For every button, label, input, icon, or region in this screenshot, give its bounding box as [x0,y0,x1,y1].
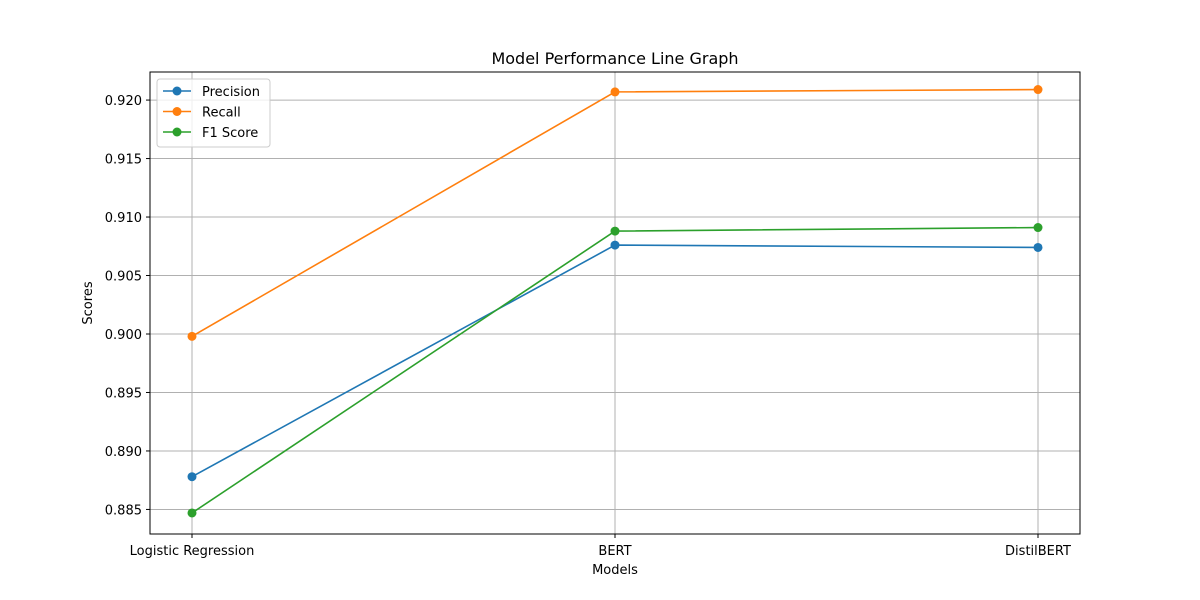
y-tick-label: 0.915 [105,153,142,168]
x-tick-label: Logistic Regression [130,544,255,559]
data-point-precision [1033,242,1043,252]
legend: Precision Recall F1 Score [156,78,271,148]
data-point-recall [1033,85,1043,95]
legend-marker-recall [172,107,182,116]
y-tick-label: 0.885 [105,503,142,518]
x-tick-label: BERT [598,544,631,559]
data-point-recall [610,87,620,97]
data-point-precision [610,240,620,250]
series-layer [187,85,1043,518]
y-tick-label: 0.905 [105,270,142,285]
grid [150,72,1080,534]
data-point-precision [187,472,197,482]
y-axis-label: Scores [81,281,96,324]
y-tick-label: 0.920 [105,94,142,109]
x-axis-label: Models [592,563,638,578]
legend-label-precision: Precision [202,85,260,100]
x-tick-label: DistilBERT [1005,544,1071,559]
y-tick-label: 0.895 [105,386,142,401]
chart-title: Model Performance Line Graph [491,49,738,68]
y-tick-label: 0.890 [105,445,142,460]
legend-label-recall: Recall [202,106,241,121]
data-point-recall [187,331,197,341]
data-point-f1-score [610,226,620,236]
legend-marker-f1-score [172,127,182,137]
legend-box [156,78,271,148]
legend-label-f1-score: F1 Score [202,126,258,141]
y-tick-label: 0.910 [105,211,142,226]
data-point-f1-score [1033,223,1043,233]
ticks: Logistic Regression BERT DistilBERT 0.885 0.… [105,94,1071,559]
legend-marker-precision [172,86,182,96]
y-tick-label: 0.900 [105,328,142,343]
legend-items: Precision Recall F1 Score [163,85,260,141]
data-point-f1-score [187,508,197,518]
